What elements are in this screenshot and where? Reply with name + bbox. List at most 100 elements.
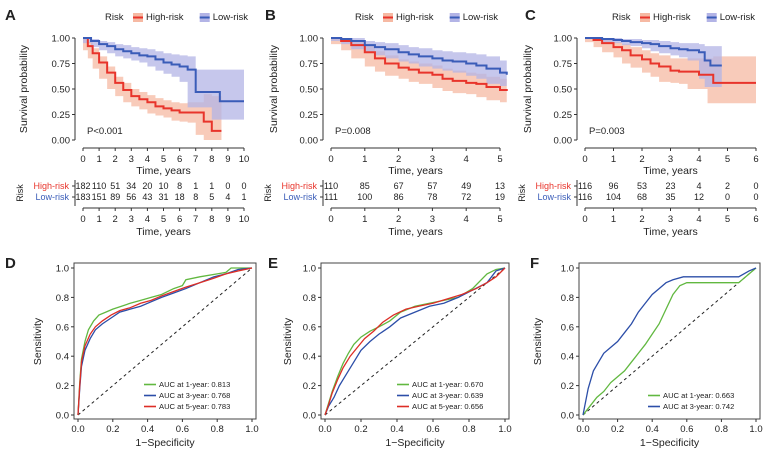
x-tick-label: 7 — [193, 154, 198, 165]
x-tick-label: 0.6 — [176, 424, 189, 435]
risk-x-tick-label: 1 — [611, 214, 616, 225]
y-axis-title: Sensitivity — [282, 317, 294, 365]
risk-count: 4 — [225, 192, 230, 202]
y-tick-label: 0.4 — [303, 352, 316, 363]
survival-curve-high-risk — [585, 37, 756, 84]
legend-entry-high-risk: High-risk — [396, 12, 434, 23]
y-axis-title: Survival probability — [18, 44, 30, 133]
panel-letter-e: E — [268, 255, 278, 272]
risk-row-label-low-risk: Low-risk — [35, 192, 69, 202]
legend-entry-auc: AUC at 3-year: 0.639 — [412, 391, 483, 400]
risk-row-label-low-risk: Low-risk — [537, 192, 571, 202]
x-tick-label: 0.2 — [354, 424, 367, 435]
km-legend: Risk High-risk Low-risk — [612, 12, 755, 23]
reference-diagonal — [582, 267, 757, 416]
y-tick-label: 0.2 — [56, 381, 69, 392]
risk-count: 5 — [209, 192, 214, 202]
risk-x-tick-label: 4 — [145, 214, 150, 225]
plot-frame — [578, 262, 761, 420]
y-tick-label: 0.25 — [300, 110, 319, 121]
x-tick-label: 5 — [497, 154, 502, 165]
ci-band-high-risk — [83, 38, 222, 140]
risk-count: 23 — [665, 181, 675, 191]
risk-count: 89 — [110, 192, 120, 202]
risk-count: 78 — [427, 192, 437, 202]
y-tick-label: 1.00 — [300, 34, 319, 45]
risk-row-label-high-risk: High-risk — [33, 181, 69, 191]
plot-frame — [320, 262, 510, 420]
risk-x-tick-label: 5 — [725, 214, 730, 225]
y-tick-label: 0.4 — [56, 352, 69, 363]
x-tick-label: 0.6 — [426, 424, 439, 435]
panel-letter-c: C — [525, 7, 536, 24]
risk-x-tick-label: 2 — [113, 214, 118, 225]
risk-count: 57 — [427, 181, 437, 191]
risk-row-label-high-risk: High-risk — [281, 181, 317, 191]
y-tick-label: 1.00 — [52, 34, 71, 45]
y-tick-label: 0.75 — [300, 59, 319, 70]
risk-x-axis-title: Time, years — [643, 226, 697, 238]
risk-count: 96 — [608, 181, 618, 191]
legend-entry-auc: AUC at 3-year: 0.768 — [159, 391, 230, 400]
y-tick-label: 1.0 — [56, 264, 69, 275]
x-axis-title: 1−Specificity — [640, 437, 700, 449]
x-tick-label: 1.0 — [749, 424, 762, 435]
risk-count: 0 — [225, 181, 230, 191]
risk-x-tick-label: 4 — [464, 214, 469, 225]
risk-count: 72 — [461, 192, 471, 202]
y-tick-label: 0.0 — [561, 411, 574, 422]
risk-row-label-low-risk: Low-risk — [283, 192, 317, 202]
y-tick-label: 0.00 — [300, 136, 319, 147]
x-axis-title: Time, years — [136, 165, 190, 177]
risk-x-tick-label: 1 — [362, 214, 367, 225]
risk-count: 51 — [110, 181, 120, 191]
roc-curve-3 — [77, 267, 253, 416]
risk-count: 116 — [578, 181, 592, 191]
y-tick-label: 0.50 — [554, 85, 573, 96]
legend-title: Risk — [355, 12, 374, 23]
y-tick-label: 0.25 — [52, 110, 71, 121]
y-tick-label: 0.4 — [561, 352, 574, 363]
x-tick-label: 6 — [753, 154, 758, 165]
risk-count: 68 — [637, 192, 647, 202]
y-tick-label: 0.8 — [56, 293, 69, 304]
risk-count: 56 — [126, 192, 136, 202]
y-tick-label: 1.00 — [554, 34, 573, 45]
risk-x-tick-label: 6 — [753, 214, 758, 225]
x-tick-label: 0.8 — [211, 424, 224, 435]
km-panel-a: A Risk High-risk Low-risk0.000.250.500.751.… — [5, 7, 249, 238]
x-tick-label: 0.8 — [715, 424, 728, 435]
p-value: P<0.001 — [87, 126, 123, 137]
survival-curve-high-risk — [83, 37, 222, 132]
risk-x-tick-label: 5 — [161, 214, 166, 225]
x-tick-label: 2 — [639, 154, 644, 165]
x-tick-label: 0.4 — [646, 424, 659, 435]
risk-row-label-high-risk: High-risk — [535, 181, 571, 191]
risk-count: 1 — [209, 181, 214, 191]
risk-x-tick-label: 3 — [668, 214, 673, 225]
risk-x-tick-label: 4 — [696, 214, 701, 225]
risk-count: 0 — [725, 192, 730, 202]
legend-entry-auc: AUC at 1-year: 0.663 — [663, 391, 734, 400]
legend-entry-auc: AUC at 3-year: 0.742 — [663, 402, 734, 411]
x-tick-label: 4 — [145, 154, 150, 165]
x-tick-label: 0.0 — [576, 424, 589, 435]
roc-curve-2 — [77, 267, 253, 416]
y-tick-label: 0.00 — [554, 136, 573, 147]
y-tick-label: 0.6 — [561, 322, 574, 333]
risk-x-tick-label: 0 — [80, 214, 85, 225]
risk-count: 116 — [578, 192, 592, 202]
risk-count: 0 — [753, 192, 758, 202]
x-tick-label: 0.0 — [71, 424, 84, 435]
x-tick-label: 0.6 — [680, 424, 693, 435]
legend-entry-high-risk: High-risk — [146, 12, 184, 23]
y-axis-title: Survival probability — [268, 44, 280, 133]
y-tick-label: 0.2 — [303, 381, 316, 392]
roc-curve-3 — [324, 267, 506, 416]
roc-curve-1 — [77, 267, 252, 416]
survival-curve-high-risk — [331, 37, 508, 92]
risk-table-title: Risk — [263, 184, 273, 202]
risk-count: 86 — [394, 192, 404, 202]
risk-count: 0 — [753, 181, 758, 191]
risk-x-tick-label: 0 — [582, 214, 587, 225]
